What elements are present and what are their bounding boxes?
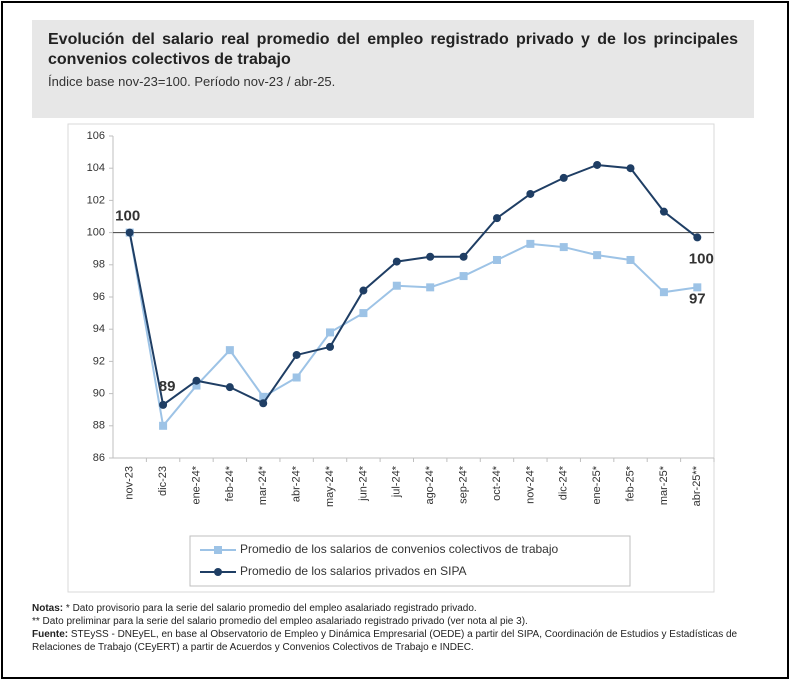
note: ** Dato preliminar para la serie del sal… <box>32 615 758 628</box>
marker <box>593 160 602 169</box>
header: Evolución del salario real promedio del … <box>32 20 754 118</box>
chart-subtitle: Índice base nov-23=100. Período nov-23 /… <box>48 74 336 89</box>
marker <box>326 328 335 337</box>
y-tick-label: 98 <box>93 259 105 271</box>
y-tick-label: 94 <box>93 323 105 335</box>
marker <box>359 286 368 295</box>
note-text: * Dato provisorio para la serie del sala… <box>63 603 477 614</box>
marker <box>492 255 501 264</box>
marker <box>159 400 168 409</box>
marker <box>559 243 568 252</box>
marker <box>593 251 602 260</box>
x-tick-label: nov-23 <box>124 466 136 500</box>
legend-box <box>189 535 631 587</box>
data-label: 97 <box>689 290 706 307</box>
x-tick-label: ago-24* <box>424 465 436 504</box>
x-tick-label: abr-24* <box>291 465 303 502</box>
note-text: ** Dato preliminar para la serie del sal… <box>32 616 528 627</box>
marker <box>626 255 635 264</box>
marker <box>192 376 201 385</box>
y-tick-label: 102 <box>87 194 105 206</box>
note-text: STEySS - DNEyEL, en base al Observatorio… <box>32 629 740 653</box>
marker <box>426 283 435 292</box>
marker <box>225 383 234 392</box>
notes: Notas: * Dato provisorio para la serie d… <box>32 602 758 654</box>
x-tick-label: ene-25* <box>591 465 603 504</box>
x-tick-label: abr-25** <box>691 465 703 506</box>
marker <box>392 281 401 290</box>
y-tick-label: 86 <box>93 452 105 464</box>
y-tick-label: 88 <box>93 420 105 432</box>
data-label: 100 <box>689 250 714 267</box>
x-tick-label: feb-25* <box>624 465 636 501</box>
series-line <box>128 232 698 429</box>
marker <box>192 381 201 390</box>
y-tick-label: 100 <box>87 227 105 239</box>
marker <box>626 164 635 173</box>
marker <box>292 350 301 359</box>
series-line <box>128 163 698 407</box>
y-tick-label: 96 <box>93 291 105 303</box>
chart-border <box>67 123 715 593</box>
x-tick-label: dic-23 <box>157 466 169 496</box>
legend-marker <box>214 546 222 554</box>
y-tick-label: 106 <box>87 130 105 142</box>
marker <box>459 272 468 281</box>
x-tick-label: sep-24* <box>457 465 469 504</box>
x-tick-label: mar-24* <box>257 465 269 505</box>
note-label: Fuente: <box>32 629 69 640</box>
note-label: Notas: <box>32 603 64 614</box>
note: Notas: * Dato provisorio para la serie d… <box>32 602 758 615</box>
legend-marker <box>214 568 222 576</box>
x-tick-label: jun-24* <box>357 465 369 502</box>
legend-label: Promedio de los salarios privados en SIP… <box>240 564 467 578</box>
x-tick-label: dic-24* <box>558 465 570 500</box>
marker <box>359 309 368 318</box>
chart: 86 88 90 92 94 96 98 100 102 104 106 nov-23 dic-23 en… <box>67 123 715 593</box>
marker <box>159 421 168 430</box>
marker <box>492 214 501 223</box>
marker <box>526 239 535 248</box>
x-tick-label: feb-24* <box>224 465 236 501</box>
note: Fuente: STEySS - DNEyEL, en base al Obse… <box>32 628 758 654</box>
marker <box>659 288 668 297</box>
x-tick-label: may-24* <box>324 465 336 507</box>
marker <box>225 346 234 355</box>
data-label: 89 <box>159 378 176 395</box>
chart-title: Evolución del salario real promedio del … <box>48 31 738 68</box>
marker <box>693 283 702 292</box>
x-tick-label: nov-24* <box>524 465 536 504</box>
marker <box>259 399 268 408</box>
marker <box>526 189 535 198</box>
x-tick-label: mar-25* <box>658 465 670 505</box>
marker <box>693 233 702 242</box>
x-tick-label: jul-24* <box>391 465 403 498</box>
marker <box>292 373 301 382</box>
marker <box>426 252 435 261</box>
data-label: 100 <box>115 208 140 225</box>
marker <box>559 173 568 182</box>
marker <box>459 252 468 261</box>
y-tick-label: 104 <box>87 162 105 174</box>
marker <box>659 207 668 216</box>
marker <box>259 392 268 401</box>
x-tick-label: oct-24* <box>491 465 503 501</box>
marker <box>125 228 134 237</box>
legend-label: Promedio de los salarios de convenios co… <box>240 542 559 556</box>
marker <box>392 257 401 266</box>
marker <box>326 342 335 351</box>
y-tick-label: 92 <box>93 355 105 367</box>
y-tick-label: 90 <box>93 388 105 400</box>
x-tick-label: ene-24* <box>190 465 202 504</box>
